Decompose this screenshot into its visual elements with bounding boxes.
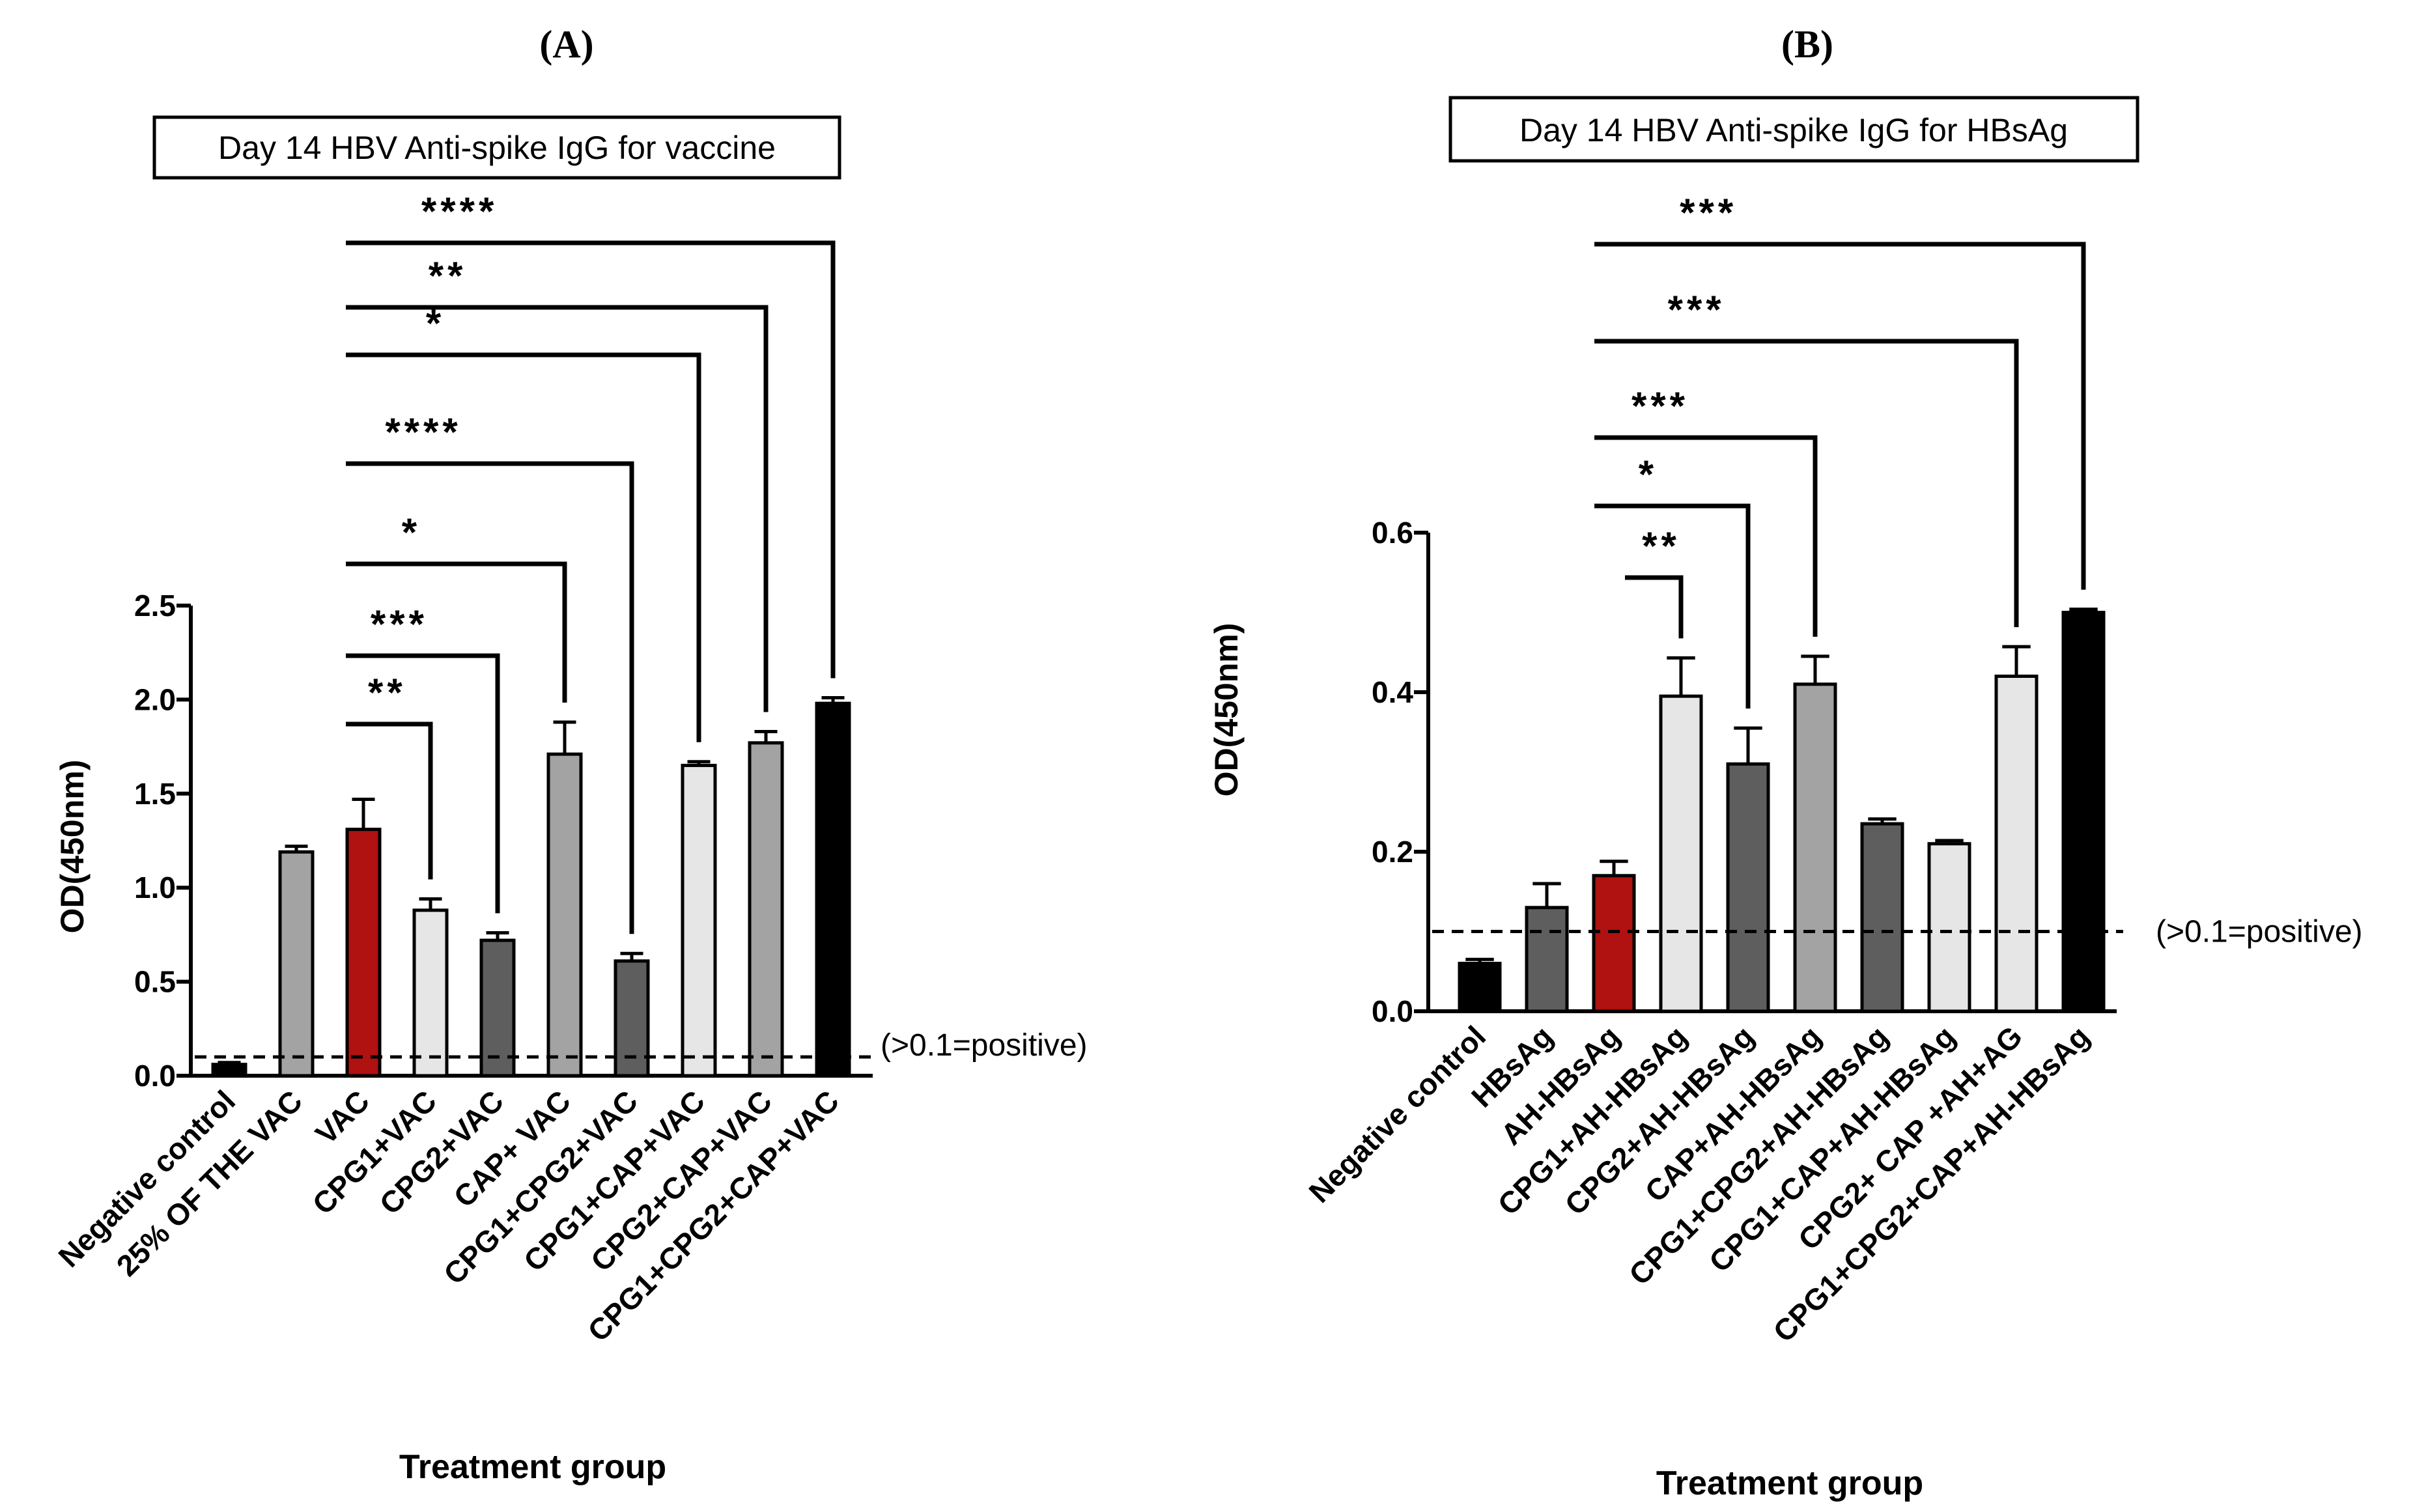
- panel-b-label: (B): [1781, 23, 1833, 66]
- panel-a-significance-label: **: [368, 671, 406, 714]
- panel-a-bar: [815, 701, 851, 1078]
- panel-a-significance-bracket: [346, 461, 634, 934]
- panel-a-bar: [412, 908, 449, 1078]
- panel-b-significance-bracket: [1594, 242, 2086, 590]
- panel-a-significance-bracket: [346, 721, 433, 880]
- panel-b-significance-bracket: [1594, 339, 2019, 628]
- panel-b-ytick-label: 0.0: [1372, 994, 1413, 1028]
- panel-a-threshold-label: (>0.1=positive): [881, 1028, 1088, 1063]
- panel-a-ytick-label: 1.0: [134, 871, 176, 904]
- panel-a-title-box: [152, 115, 841, 180]
- panel-b-significance-label: *: [1639, 453, 1658, 496]
- panel-b: (B) Day 14 HBV Anti-spike IgG for HBsAg …: [1208, 23, 2363, 1502]
- panel-a-ytick-label: 0.5: [134, 965, 176, 999]
- panel-b-category-label: Negative control: [1302, 1019, 1492, 1209]
- panel-b-bar: [1525, 906, 1569, 1013]
- panel-a-significance-label: **: [429, 254, 467, 298]
- panel-a-significance-label: ****: [421, 189, 498, 233]
- panel-b-bar: [1592, 874, 1636, 1013]
- panel-a-bar: [345, 828, 382, 1078]
- panel-a-bar: [211, 1063, 247, 1078]
- panel-b-significance-label: ***: [1668, 288, 1725, 331]
- panel-a-ytick-label: 0.0: [134, 1059, 176, 1093]
- panel-b-significance-label: ***: [1631, 384, 1689, 428]
- panel-b-significance-bracket: [1594, 503, 1751, 709]
- panel-a-significance-label: ***: [371, 602, 428, 646]
- panel-a-significance-bracket: [346, 561, 567, 703]
- panel-b-ytick-label: 0.2: [1372, 835, 1413, 869]
- panel-b-title-box: [1448, 96, 2139, 163]
- panel-b-bar: [1927, 842, 1971, 1013]
- panel-b-significance-bracket: [1594, 435, 1818, 637]
- panel-a-significance-bracket: [346, 653, 500, 914]
- panel-b-bar: [1793, 682, 1837, 1013]
- panel-b-bar: [1860, 822, 1904, 1013]
- panel-a-significance-bracket: [346, 352, 701, 742]
- panel-b-bar: [1994, 675, 2039, 1013]
- panel-a-bar: [748, 741, 784, 1078]
- panel-b-ytick-label: 0.6: [1372, 516, 1413, 550]
- panel-b-xlabel: Treatment group: [1656, 1464, 1923, 1502]
- panel-b-ylabel: OD(450nm): [1208, 623, 1245, 797]
- panel-a-ylabel: OD(450nm): [54, 760, 91, 934]
- panel-a-significance-label: ****: [385, 410, 461, 454]
- panel-b-bar: [1659, 694, 1703, 1013]
- panel-b-bar: [1726, 762, 1770, 1013]
- panel-b-title: Day 14 HBV Anti-spike IgG for HBsAg: [1519, 112, 2068, 148]
- panel-a-bar: [278, 850, 315, 1078]
- panel-a-bar: [546, 752, 583, 1078]
- panel-a-significance-bracket: [346, 240, 836, 679]
- panel-b-significance-label: **: [1642, 524, 1680, 568]
- panel-a: (A) Day 14 HBV Anti-spike IgG for vaccin…: [51, 23, 1087, 1486]
- panel-a-bar: [681, 763, 717, 1078]
- panel-a-title: Day 14 HBV Anti-spike IgG for vaccine: [218, 130, 776, 166]
- panel-a-ytick-label: 1.5: [134, 777, 176, 811]
- panel-b-bar: [1458, 962, 1502, 1013]
- panel-a-significance-bracket: [346, 305, 769, 712]
- panel-b-threshold-label: (>0.1=positive): [2156, 915, 2363, 949]
- panel-a-xlabel: Treatment group: [399, 1448, 666, 1486]
- panel-b-significance-label: ***: [1680, 191, 1737, 234]
- panel-b-significance-bracket: [1625, 575, 1684, 639]
- panel-a-significance-label: *: [402, 511, 421, 554]
- panel-a-label: (A): [539, 23, 593, 66]
- panel-a-ytick-label: 2.5: [134, 589, 176, 623]
- panel-b-bar: [2061, 611, 2106, 1013]
- panel-a-ytick-label: 2.0: [134, 682, 176, 716]
- panel-a-significance-label: *: [426, 301, 445, 345]
- panel-b-ytick-label: 0.4: [1372, 675, 1413, 709]
